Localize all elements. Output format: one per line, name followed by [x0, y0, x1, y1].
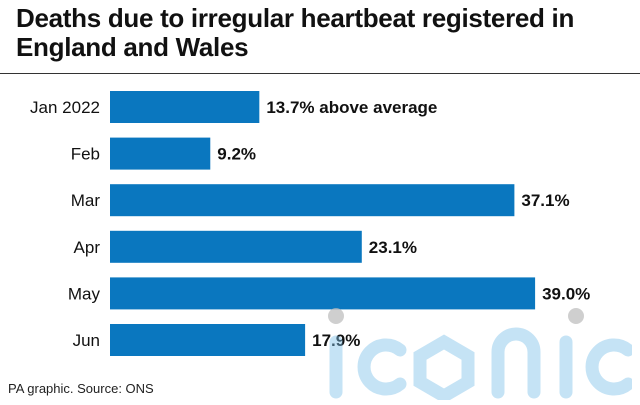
bar-apr — [110, 230, 362, 263]
chart-title: Deaths due to irregular heartbeat regist… — [16, 3, 575, 62]
value-label: 37.1% — [521, 191, 569, 210]
category-label: Jun — [73, 331, 100, 350]
bar-jan-2022 — [110, 91, 260, 123]
bar-mar — [110, 184, 515, 217]
category-label: Feb — [71, 145, 100, 164]
bar-feb — [110, 137, 211, 170]
category-label: Apr — [74, 238, 101, 257]
value-label: 39.0% — [542, 284, 590, 303]
value-label: 9.2% — [217, 145, 256, 164]
category-label: Mar — [71, 191, 101, 210]
bar-may — [110, 277, 536, 310]
bar-jun — [110, 324, 306, 356]
category-label: May — [68, 284, 101, 303]
value-label: 23.1% — [369, 238, 417, 257]
value-label: 17.9% — [312, 331, 360, 350]
title-divider — [0, 73, 640, 74]
value-label: 13.7% above average — [266, 98, 437, 117]
iconic-watermark-logo — [328, 308, 632, 400]
source-note: PA graphic. Source: ONS — [8, 381, 154, 396]
category-label: Jan 2022 — [30, 98, 100, 117]
